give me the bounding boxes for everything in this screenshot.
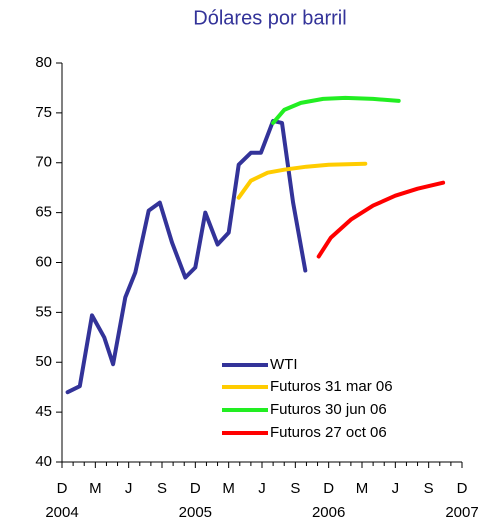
x-tick-label: S — [157, 480, 167, 497]
series-line — [271, 95, 401, 125]
legend-label: WTI — [270, 356, 298, 373]
x-tick-label: S — [424, 480, 434, 497]
x-year-label: 2007 — [445, 504, 478, 521]
x-tick-label: J — [392, 480, 400, 497]
chart-title: Dólares por barril — [193, 7, 346, 29]
y-tick-label: 70 — [35, 154, 52, 171]
x-tick-label: D — [57, 480, 68, 497]
y-tick-label: 40 — [35, 453, 52, 470]
series-line — [316, 180, 446, 259]
y-tick-label: 55 — [35, 303, 52, 320]
legend-label: Futuros 30 jun 06 — [270, 401, 387, 418]
legend-label: Futuros 27 oct 06 — [270, 424, 387, 441]
y-tick-label: 75 — [35, 104, 52, 121]
x-tick-label: D — [190, 480, 201, 497]
y-tick-label: 80 — [35, 54, 52, 71]
x-tick-label: M — [356, 480, 369, 497]
x-year-label: 2004 — [45, 504, 78, 521]
y-tick-label: 45 — [35, 403, 52, 420]
y-tick-label: 60 — [35, 253, 52, 270]
x-tick-label: M — [89, 480, 102, 497]
x-tick-label: J — [258, 480, 266, 497]
x-year-label: 2005 — [179, 504, 212, 521]
series-line — [65, 118, 308, 395]
x-tick-label: S — [290, 480, 300, 497]
x-tick-label: M — [222, 480, 235, 497]
y-tick-label: 65 — [35, 204, 52, 221]
x-tick-label: D — [323, 480, 334, 497]
x-tick-label: J — [125, 480, 133, 497]
x-tick-label: D — [457, 480, 468, 497]
y-tick-label: 50 — [35, 353, 52, 370]
legend-label: Futuros 31 mar 06 — [270, 378, 393, 395]
series-line — [236, 161, 368, 200]
x-year-label: 2006 — [312, 504, 345, 521]
